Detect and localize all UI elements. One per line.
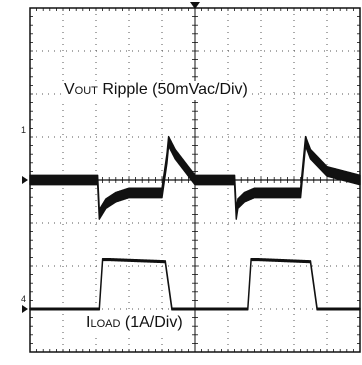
trace-vout-ripple xyxy=(29,135,361,220)
channel-1-marker: 1 xyxy=(21,125,27,135)
trace-iload xyxy=(29,257,361,311)
channel-4-marker: 4 xyxy=(21,294,27,304)
iload-label: ILOAD (1A/Div) xyxy=(84,314,185,333)
channel-4-ground-arrow xyxy=(22,305,28,313)
vout-ripple-label: VOUT Ripple (50mVac/Div) xyxy=(62,81,250,100)
channel-1-ground-arrow xyxy=(22,176,28,184)
trigger-marker xyxy=(190,2,200,9)
